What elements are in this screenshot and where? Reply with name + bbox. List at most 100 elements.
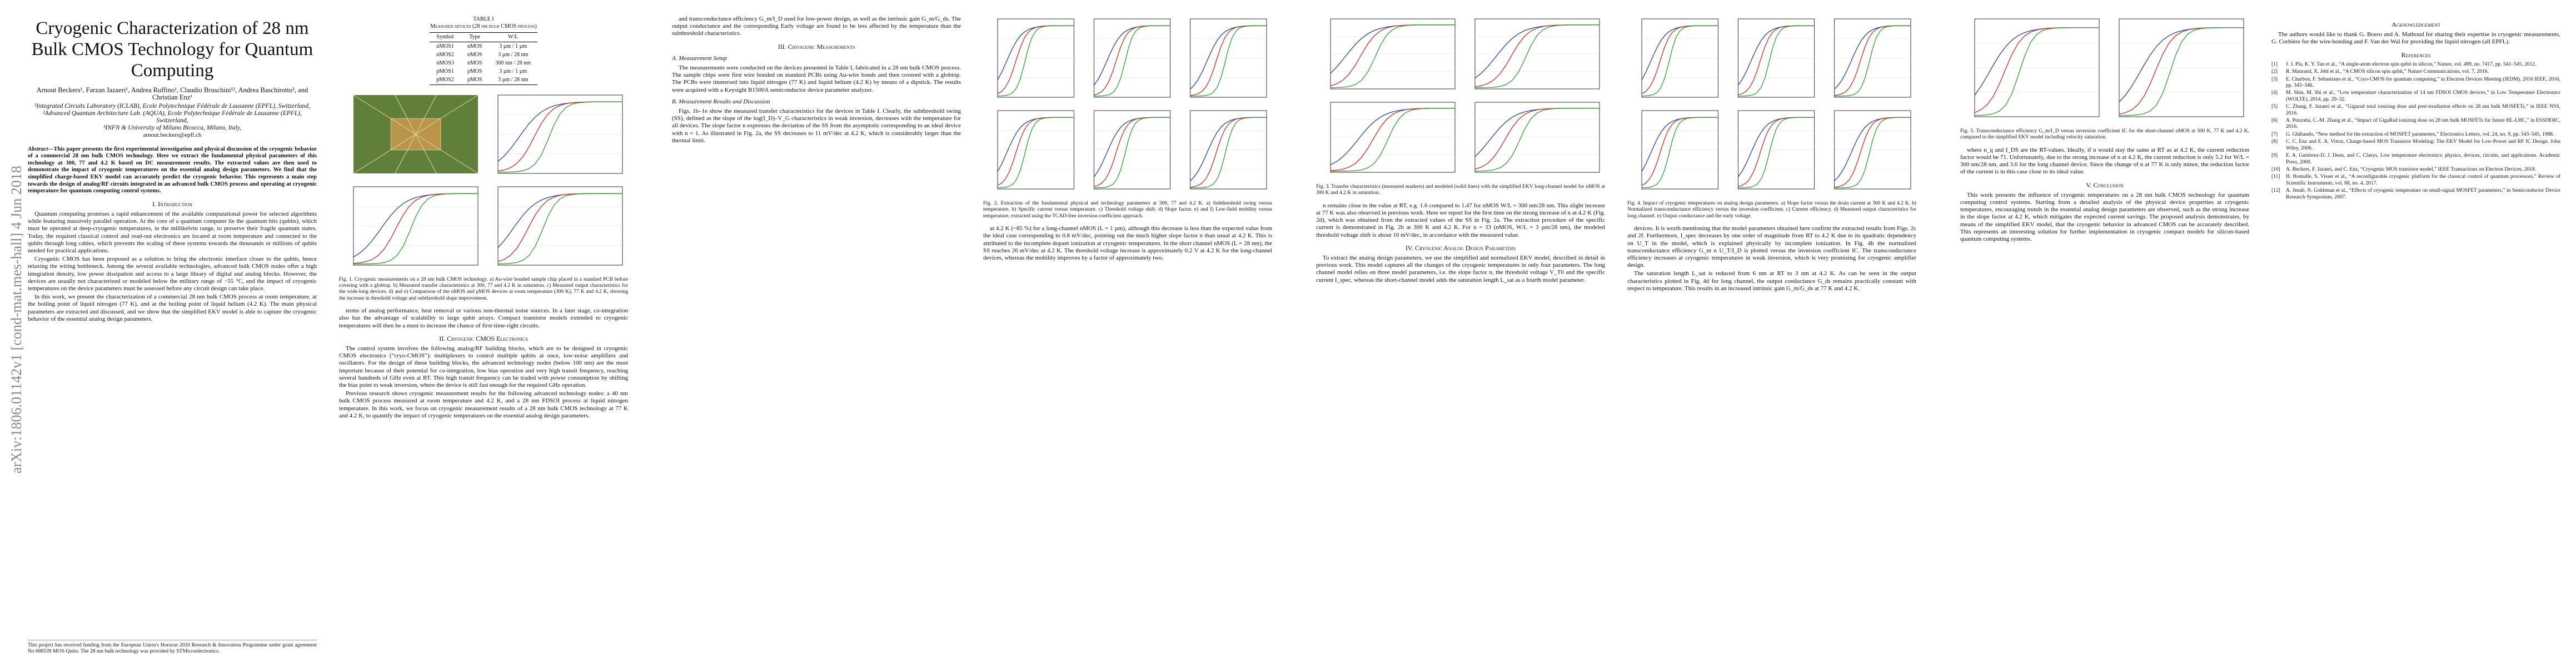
curve <box>1093 25 1170 86</box>
reference-number: [7] <box>2271 131 2278 137</box>
curve <box>1474 24 1600 88</box>
paragraph: This work presents the influence of cryo… <box>1960 191 2249 243</box>
table-cell: nMOS <box>467 43 482 49</box>
curve <box>1474 107 1600 170</box>
reference-number: [4] <box>2271 90 2278 96</box>
body-text: Acknowledgement The authors would like to… <box>2271 21 2560 46</box>
curve <box>1641 117 1718 188</box>
panel-frame <box>1737 18 1815 98</box>
section-heading: References <box>2401 51 2431 59</box>
figure-caption: Fig. 2. Extraction of the fundamental ph… <box>983 201 1272 219</box>
body-text: terms of analog performance, heat remova… <box>339 307 628 420</box>
reference-text: C. Zhang, F. Jazaeri et al., “Gigarad to… <box>2286 104 2560 116</box>
section-heading: IV. Cryogenic Analog Design Parameters <box>1405 243 1516 252</box>
table-row: nMOS3 nMOS 300 nm / 28 nm <box>430 59 537 67</box>
reference: [3] E. Charbon, F. Sebastiano et al., “Cr… <box>2271 77 2560 89</box>
figure-caption: Fig. 4. Impact of cryogenic temperatures… <box>1627 201 1916 219</box>
reference-number: [1] <box>2271 61 2278 67</box>
paragraph: Previous research shows cryogenic measur… <box>339 390 628 419</box>
table-cell: nMOS <box>467 60 482 67</box>
table-caption: Measured devices (28 nm bulk CMOS proces… <box>430 23 537 30</box>
curve <box>497 193 622 265</box>
section-heading: V. Conclusion <box>2086 181 2124 189</box>
body-text: devices. It is worth mentioning that the… <box>1627 225 1916 292</box>
curve <box>1834 25 1911 97</box>
curve <box>997 117 1074 172</box>
column: Cryogenic Characterization of 28 nm Bulk… <box>28 16 317 655</box>
reference-number: [3] <box>2271 76 2278 82</box>
table-cell: pMOS <box>460 76 489 85</box>
curve <box>1641 25 1718 80</box>
table-cell: 3 µm / 1 µm <box>499 43 527 49</box>
curve <box>1190 25 1267 96</box>
abstract: Abstract—This paper presents the first e… <box>28 146 317 195</box>
body-text: and transconductance efficiency G_m/I_D … <box>672 16 961 145</box>
reference-text: H. Homulle, S. Visser et al., “A reconfi… <box>2286 174 2560 186</box>
curve <box>497 101 622 172</box>
paragraph: n remains close to the value at RT, e.g.… <box>1316 202 1605 238</box>
decoration <box>415 133 479 174</box>
reference: [1] J. J. Pla, K. Y. Tan et al., “A singl… <box>2271 62 2560 68</box>
column: Acknowledgement The authors would like to… <box>2271 16 2560 655</box>
table-row: pMOS2 pMOS 3 µm / 28 nm <box>430 76 537 85</box>
decoration <box>395 94 416 135</box>
curve <box>1641 25 1718 94</box>
subsection-heading: A. Measurement Setup <box>672 54 727 62</box>
decoration <box>353 94 416 135</box>
table-cell: nMOS1 <box>436 43 454 49</box>
curve <box>1738 117 1815 188</box>
column: TABLE I Measured devices (28 nm bulk CMO… <box>339 16 628 655</box>
paragraph: devices. It is worth mentioning that the… <box>1627 225 1916 269</box>
curve <box>1738 117 1815 187</box>
reference-text: M. Shin, M. Shi et al., “Low temperature… <box>2286 90 2560 102</box>
curve <box>1737 25 1815 86</box>
curve <box>353 193 478 264</box>
curve <box>1190 25 1267 97</box>
reference-text: C. C. Enz and E. A. Vittoz, Charge-based… <box>2286 139 2560 151</box>
body-text: where n_q and I_DS are the RT-values. Id… <box>1960 147 2249 243</box>
table-row: nMOS1 nMOS 3 µm / 1 µm <box>430 42 537 51</box>
table-header: Symbol <box>430 32 461 42</box>
figure-caption: Fig. 1. Cryogenic measurements on a 28 n… <box>339 276 628 301</box>
affiliation: ¹Integrated Circuits Laboratory (ICLAB),… <box>34 103 310 110</box>
curve <box>1330 107 1455 172</box>
reference-number: [6] <box>2271 118 2278 124</box>
reference-text: A. Beckers, F. Jazaeri, and C. Enz, “Cry… <box>2286 166 2537 172</box>
curve <box>1974 27 2099 96</box>
table-cell: 3 µm / 28 nm <box>489 76 537 85</box>
figure-caption: Fig. 3. Transfer characteristics (measur… <box>1316 184 1605 196</box>
paragraph: The authors would like to thank G. Boero… <box>2271 31 2560 46</box>
reference-text: A. Jenab, N. Gokhman et al., “Effects of… <box>2286 188 2560 200</box>
section-heading: Acknowledgement <box>2391 21 2440 28</box>
curve <box>1974 27 2099 113</box>
reference-text: R. Maurand, X. Jehl et al., “A CMOS sili… <box>2286 69 2489 75</box>
reference: [9] E. A. Gutiérrez-D, J. Deen, and C. Cl… <box>2271 153 2560 166</box>
table-cell: 300 nm / 28 nm <box>495 60 531 67</box>
curve <box>1738 25 1815 96</box>
curve <box>1974 27 2099 116</box>
table-title: TABLE I <box>473 16 494 22</box>
curve <box>1330 107 1456 166</box>
decoration <box>415 94 479 135</box>
section-heading: III. Cryogenic Measurements <box>778 42 855 51</box>
reference: [6] A. Pezzotta, C.-M. Zhang et al., “Imp… <box>2271 118 2560 131</box>
body-text: n remains close to the value at RT, e.g.… <box>1316 202 1605 284</box>
reference: [8] C. C. Enz and E. A. Vittoz, Charge-ba… <box>2271 139 2560 152</box>
curve <box>1330 24 1455 86</box>
panel-frame <box>1737 110 1815 190</box>
paragraph: To extract the analog design parameters,… <box>1316 255 1605 283</box>
column: Fig. 2. Extraction of the fundamental ph… <box>983 16 1272 655</box>
email: arnout.beckers@epfl.ch <box>143 132 202 139</box>
paragraph: Figs. 1b–1e show the measured transfer c… <box>672 108 961 144</box>
curve <box>353 193 478 265</box>
paragraph: and transconductance efficiency G_m/I_D … <box>672 16 961 37</box>
paragraph: The control system involves the followin… <box>339 345 628 389</box>
curve <box>1094 117 1170 188</box>
paragraph: Quantum computing promises a rapid enhan… <box>28 210 317 254</box>
paragraph: In this work, we present the characteriz… <box>28 293 317 322</box>
curve <box>1094 117 1170 187</box>
curve <box>1834 117 1911 188</box>
decoration <box>415 94 437 135</box>
curve <box>1330 107 1455 171</box>
curve <box>1190 25 1267 89</box>
